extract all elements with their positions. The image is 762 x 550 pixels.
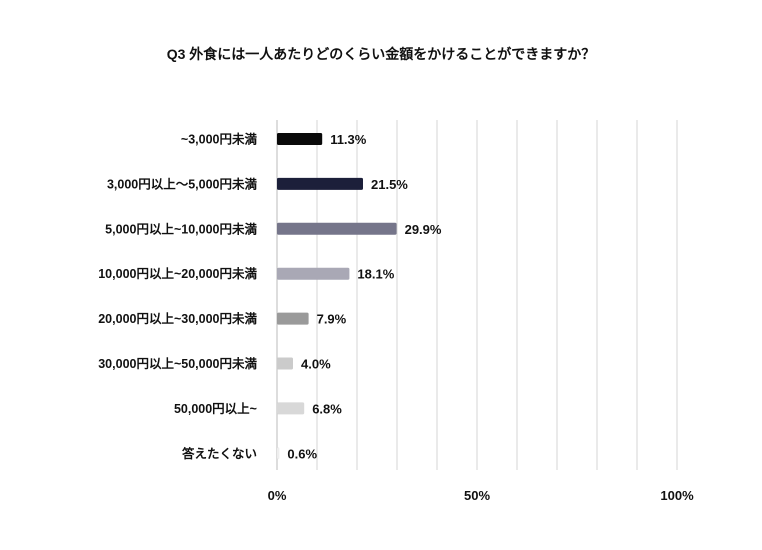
bar <box>277 447 280 460</box>
x-tick-label: 50% <box>464 488 490 503</box>
bar <box>277 177 363 190</box>
bar <box>277 312 309 325</box>
bar <box>277 402 305 415</box>
value-label: 7.9% <box>317 312 347 327</box>
value-label: 4.0% <box>301 357 331 372</box>
value-label: 11.3% <box>330 132 367 147</box>
x-tick-label: 100% <box>660 488 694 503</box>
category-label: 5,000円以上~10,000円未満 <box>105 221 257 236</box>
bar <box>277 222 397 235</box>
bar <box>277 133 323 145</box>
bar <box>277 267 350 280</box>
value-label: 0.6% <box>287 446 317 461</box>
category-label: 答えたくない <box>182 446 257 461</box>
category-label: 20,000円以上~30,000円未満 <box>98 311 257 326</box>
value-label: 21.5% <box>371 177 408 192</box>
value-label: 29.9% <box>405 222 442 237</box>
category-label: 30,000円以上~50,000円未満 <box>98 356 257 371</box>
value-label: 18.1% <box>357 267 394 282</box>
category-label: ~3,000円未満 <box>181 132 258 147</box>
value-label: 6.8% <box>312 401 342 416</box>
category-label: 50,000円以上~ <box>174 401 257 416</box>
chart-title: Q3 外食には一人あたりどのくらい金額をかけることができますか？ <box>166 46 596 62</box>
category-label: 10,000円以上~20,000円未満 <box>98 266 257 281</box>
category-label: 3,000円以上～5,000円未満 <box>107 176 258 191</box>
bar <box>277 357 293 370</box>
x-tick-label: 0% <box>268 488 287 503</box>
